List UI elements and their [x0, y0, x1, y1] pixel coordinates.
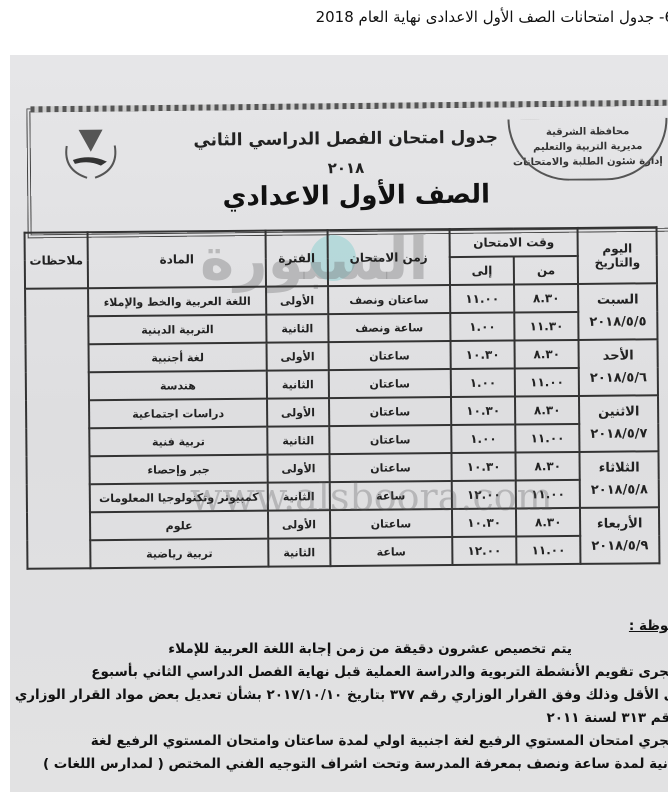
table-row: ١١.٠٠ ١٢.٠٠ ساعة الثانية تربية رياضية	[27, 535, 659, 569]
header-subject: المادة	[87, 230, 267, 289]
exam-date: ٢٠١٨/٥/٧	[590, 426, 648, 442]
day-name: السبت	[596, 292, 639, 308]
period-cell: الثانية	[268, 538, 331, 567]
header-to: إلى	[449, 256, 515, 286]
duration-cell: ساعتان ونصف	[327, 285, 451, 315]
document-caption: 6- جدول امتحانات الصف الأول الاعدادى نها…	[315, 8, 668, 26]
to-cell: ١١.٠٠	[450, 284, 515, 314]
duration-cell: ساعة ونصف	[327, 313, 451, 343]
header-from: من	[513, 255, 579, 285]
from-cell: ٨.٣٠	[515, 395, 580, 425]
watermark-url: www.alsboora.com	[190, 475, 553, 519]
to-cell: ١٠.٣٠	[451, 396, 516, 426]
banner-border	[30, 99, 668, 113]
grade-title: الصف الأول الاعدادي	[222, 179, 491, 213]
header-banner: محافظة الشرقية مديرية التربية والتعليم إ…	[26, 99, 668, 239]
day-name: الثلاثاء	[598, 460, 640, 476]
note-line: يتم تخصيص عشرون دقيقة من زمن إجابة اللغة…	[168, 641, 572, 657]
schedule-title: جدول امتحان الفصل الدراسي الثاني	[193, 127, 499, 151]
duration-cell: ساعتان	[328, 341, 451, 371]
ministry-emblem-icon	[65, 129, 117, 179]
day-date-cell: الثلاثاء ٢٠١٨/٥/٨	[579, 451, 659, 508]
note-line: ثانية لمدة ساعة ونصف بمعرفة المدرسة وتحت…	[42, 756, 668, 772]
note-line: على الأقل وذلك وفق القرار الوزاري رقم ٣٧…	[14, 687, 668, 703]
duration-cell: ساعتان	[328, 425, 452, 455]
notes-section: ملحوظة : يتم تخصيص عشرون دقيقة من زمن إج…	[12, 615, 668, 776]
day-date-cell: الأربعاء ٢٠١٨/٥/٩	[580, 507, 660, 564]
watermark-logo-icon	[310, 235, 356, 281]
header-duration: زمن الامتحان	[327, 229, 451, 287]
subject-cell: لغة أجنبية	[88, 342, 267, 373]
period-cell: الثانية	[266, 370, 329, 399]
header-notes: ملاحظات	[24, 232, 88, 289]
to-cell: ١٢.٠٠	[452, 536, 517, 566]
schedule-year: ٢٠١٨	[327, 158, 365, 178]
exam-date: ٢٠١٨/٥/٨	[590, 482, 649, 498]
day-date-cell: الأحد ٢٠١٨/٥/٦	[578, 339, 658, 396]
day-date-cell: السبت ٢٠١٨/٥/٥	[578, 283, 658, 340]
subject-cell: تربية رياضية	[90, 538, 269, 569]
from-cell: ١١.٠٠	[515, 423, 580, 453]
duration-cell: ساعتان	[328, 397, 452, 427]
organization-block: محافظة الشرقية مديرية التربية والتعليم إ…	[503, 117, 668, 182]
watermark-logo-text: السبورة	[200, 225, 429, 293]
to-cell: ١٠.٣٠	[450, 340, 515, 370]
exam-date: ٢٠١٨/٥/٩	[591, 538, 649, 554]
from-cell: ١١.٠٠	[516, 535, 581, 565]
subject-cell: تربية فنية	[89, 426, 268, 457]
from-cell: ٨.٣٠	[514, 339, 579, 369]
notes-cell	[25, 288, 91, 569]
day-name: الأحد	[602, 348, 634, 364]
period-cell: الأولى	[266, 342, 329, 371]
exam-date: ٢٠١٨/٥/٥	[589, 314, 647, 330]
note-line: ٢. تجرى تقويم الأنشطة التربوية والدراسة …	[91, 664, 668, 680]
from-cell: ٨.٣٠	[514, 283, 579, 313]
period-cell: الأولى	[267, 398, 329, 427]
wreath-icon	[507, 117, 668, 182]
day-name: الأربعاء	[596, 516, 643, 532]
period-cell: الثانية	[267, 426, 330, 455]
notes-title: ملحوظة :	[628, 618, 668, 634]
note-line: رقم ٣١٣ لسنة ٢٠١١	[546, 710, 668, 726]
subject-cell: هندسة	[88, 370, 268, 401]
header-day-date: اليوم والتاريخ	[577, 227, 658, 284]
from-cell: ١١.٣٠	[514, 311, 579, 341]
from-cell: ١١.٠٠	[514, 367, 580, 397]
duration-cell: ساعة	[329, 537, 453, 567]
to-cell: ١.٠٠	[450, 312, 515, 342]
day-name: الاثنين	[597, 404, 640, 420]
day-date-cell: الاثنين ٢٠١٨/٥/٧	[579, 395, 659, 452]
period-cell: الأولى	[266, 286, 328, 315]
header-exam-time: وقت الامتحان	[449, 227, 578, 258]
header-period: الفترة	[265, 230, 328, 287]
exam-date: ٢٠١٨/٥/٦	[589, 370, 648, 386]
duration-cell: ساعتان	[328, 369, 452, 399]
subject-cell: اللغة العربية والخط والإملاء	[87, 286, 267, 317]
schedule-photo: محافظة الشرقية مديرية التربية والتعليم إ…	[10, 55, 668, 792]
note-line: ٣. تجري امتحان المستوي الرفيع لغة اجنبية…	[90, 733, 668, 749]
to-cell: ١.٠٠	[450, 368, 516, 398]
to-cell: ١.٠٠	[451, 424, 516, 454]
subject-cell: التربية الدينية	[88, 314, 267, 345]
period-cell: الثانية	[266, 314, 329, 343]
subject-cell: دراسات اجتماعية	[88, 398, 268, 429]
